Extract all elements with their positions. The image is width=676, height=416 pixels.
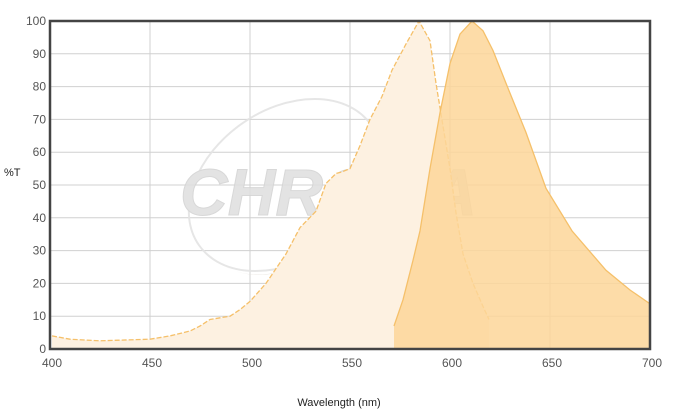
x-tick-label: 600 — [442, 356, 462, 370]
x-tick-label: 550 — [342, 356, 362, 370]
y-tick-label: 90 — [33, 47, 47, 61]
y-tick-label: 70 — [33, 112, 47, 126]
series-layer — [51, 19, 650, 349]
y-tick-label: 80 — [33, 80, 47, 94]
y-axis-label: %T — [4, 167, 21, 179]
y-tick-label: 30 — [33, 244, 47, 258]
y-tick-label: 60 — [33, 145, 47, 159]
tick-labels: 400 450 500 550 600 650 700 0 10 20 30 40 50 60 70 80 90… — [26, 14, 662, 370]
y-tick-label: 100 — [26, 14, 46, 28]
plot-frame — [48, 19, 652, 351]
series-1-area — [52, 21, 489, 349]
y-tick-label: 10 — [33, 309, 47, 323]
y-tick-label: 50 — [33, 178, 47, 192]
y-tick-label: 0 — [39, 342, 46, 356]
x-tick-label: 450 — [142, 356, 162, 370]
y-tick-label: 20 — [33, 276, 47, 290]
y-tick-label: 40 — [33, 211, 47, 225]
x-tick-label: 700 — [642, 356, 662, 370]
x-tick-label: 400 — [42, 356, 62, 370]
x-tick-label: 500 — [242, 356, 262, 370]
series-2-area — [394, 21, 649, 349]
x-tick-label: 650 — [542, 356, 562, 370]
x-axis-label: Wavelength (nm) — [297, 397, 380, 409]
series-2-line — [393, 20, 650, 327]
